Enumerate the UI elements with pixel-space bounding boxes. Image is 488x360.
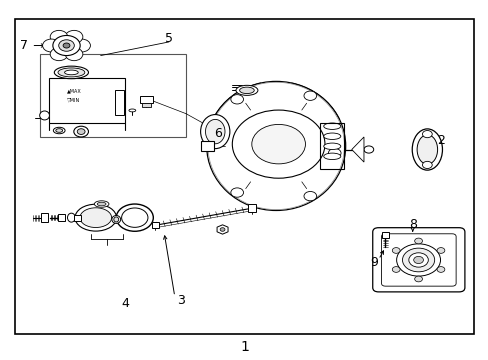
Circle shape xyxy=(402,248,434,272)
Circle shape xyxy=(363,146,373,153)
Ellipse shape xyxy=(53,127,65,134)
Text: 5: 5 xyxy=(164,32,173,45)
Bar xyxy=(142,103,151,107)
Ellipse shape xyxy=(129,109,136,112)
Ellipse shape xyxy=(94,201,109,207)
Bar xyxy=(381,231,388,238)
Text: 2: 2 xyxy=(436,134,444,147)
Circle shape xyxy=(116,204,153,231)
Circle shape xyxy=(328,148,340,158)
Bar xyxy=(247,204,255,212)
Circle shape xyxy=(391,267,399,273)
Circle shape xyxy=(220,228,224,231)
Text: 4: 4 xyxy=(121,297,129,310)
Ellipse shape xyxy=(323,133,340,139)
Bar xyxy=(40,54,185,137)
Ellipse shape xyxy=(64,70,78,75)
Ellipse shape xyxy=(58,68,84,77)
Circle shape xyxy=(74,126,88,137)
Bar xyxy=(49,78,125,123)
Circle shape xyxy=(59,40,74,51)
Bar xyxy=(58,214,65,221)
Ellipse shape xyxy=(114,217,119,222)
Bar xyxy=(140,96,153,103)
Polygon shape xyxy=(217,225,227,234)
Text: 6: 6 xyxy=(213,127,221,140)
Circle shape xyxy=(77,129,85,134)
Circle shape xyxy=(63,43,70,48)
Circle shape xyxy=(230,95,243,104)
Circle shape xyxy=(251,125,305,164)
Circle shape xyxy=(42,39,60,52)
Ellipse shape xyxy=(323,123,340,130)
Text: 8: 8 xyxy=(408,218,416,231)
Circle shape xyxy=(422,131,431,138)
Ellipse shape xyxy=(205,120,224,144)
Text: 3: 3 xyxy=(177,294,184,307)
Ellipse shape xyxy=(97,202,106,206)
Bar xyxy=(200,140,214,151)
Text: ▽MIN: ▽MIN xyxy=(66,98,80,103)
Circle shape xyxy=(73,39,90,52)
Ellipse shape xyxy=(80,208,111,228)
Polygon shape xyxy=(351,137,363,162)
Ellipse shape xyxy=(200,114,229,149)
Ellipse shape xyxy=(54,66,88,79)
Bar xyxy=(15,19,473,334)
Bar xyxy=(152,222,158,228)
Ellipse shape xyxy=(323,153,340,159)
Ellipse shape xyxy=(236,85,257,95)
Ellipse shape xyxy=(206,81,345,211)
Ellipse shape xyxy=(67,213,75,222)
Circle shape xyxy=(65,48,82,61)
Circle shape xyxy=(230,188,243,197)
Circle shape xyxy=(304,91,316,100)
Circle shape xyxy=(53,36,80,55)
Circle shape xyxy=(50,30,68,43)
FancyBboxPatch shape xyxy=(372,228,464,292)
Circle shape xyxy=(232,110,325,178)
Ellipse shape xyxy=(112,216,121,224)
Circle shape xyxy=(436,248,444,253)
Bar xyxy=(41,213,48,222)
Circle shape xyxy=(396,244,440,276)
Text: ▲MAX: ▲MAX xyxy=(66,89,81,94)
Circle shape xyxy=(413,256,423,264)
Bar xyxy=(74,215,81,221)
Circle shape xyxy=(65,30,82,43)
Ellipse shape xyxy=(40,111,49,120)
Ellipse shape xyxy=(56,129,62,132)
Circle shape xyxy=(391,248,399,253)
Ellipse shape xyxy=(323,143,340,149)
Circle shape xyxy=(304,192,316,201)
Bar xyxy=(115,90,124,116)
Ellipse shape xyxy=(75,204,116,231)
Text: 9: 9 xyxy=(369,256,377,269)
Ellipse shape xyxy=(411,129,442,170)
Circle shape xyxy=(408,253,427,267)
Bar xyxy=(320,123,344,169)
Ellipse shape xyxy=(416,135,437,164)
Circle shape xyxy=(422,161,431,168)
Circle shape xyxy=(414,238,422,244)
Text: 7: 7 xyxy=(20,39,28,52)
Circle shape xyxy=(436,267,444,273)
Circle shape xyxy=(50,48,68,61)
Circle shape xyxy=(414,276,422,282)
Ellipse shape xyxy=(239,87,254,94)
Text: 1: 1 xyxy=(240,340,248,354)
